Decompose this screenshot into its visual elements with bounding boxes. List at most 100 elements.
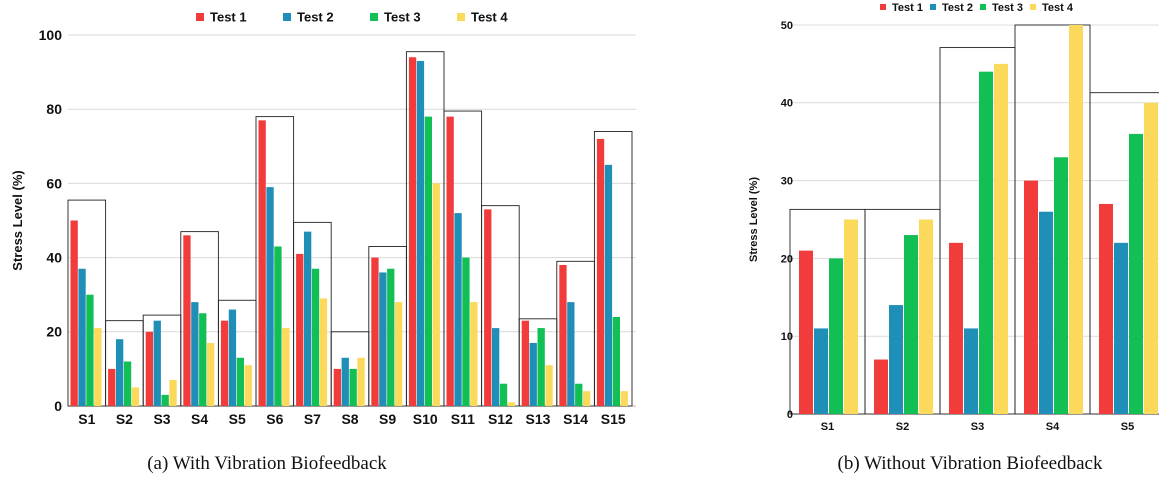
bar-test-2 (304, 231, 312, 406)
x-tick-label: S7 (304, 411, 321, 427)
bar-test-4 (994, 63, 1008, 415)
x-tick-label: S3 (153, 411, 170, 427)
bar-test-2 (1039, 211, 1053, 414)
bar-test-3 (612, 316, 620, 406)
bar-test-1 (874, 359, 888, 414)
legend-swatch (1030, 4, 1036, 10)
bar-test-1 (371, 257, 379, 406)
bar-test-3 (86, 294, 94, 406)
bar-test-2 (492, 328, 500, 406)
bar-test-1 (108, 368, 116, 406)
bar-test-2 (78, 268, 86, 406)
x-tick-label: S3 (971, 421, 984, 433)
bar-test-2 (889, 305, 903, 414)
bar-test-4 (470, 302, 478, 406)
bar-test-2 (341, 357, 349, 406)
bar-test-2 (191, 302, 199, 406)
bar-test-2 (266, 187, 274, 406)
y-tick-label: 10 (781, 331, 793, 343)
bar-test-1 (183, 235, 191, 406)
bar-test-3 (979, 71, 993, 415)
y-tick-label: 40 (46, 250, 62, 266)
y-tick-label: 50 (781, 20, 793, 32)
bar-test-1 (596, 138, 605, 406)
bar-test-3 (161, 394, 169, 406)
bar-test-3 (424, 116, 432, 407)
y-tick-label: 100 (39, 27, 63, 43)
bar-test-3 (462, 257, 470, 406)
bar-test-3 (1054, 157, 1068, 414)
bar-test-4 (169, 380, 177, 406)
y-tick-label: 20 (46, 324, 62, 340)
bar-test-4 (207, 342, 215, 406)
x-tick-label: S6 (266, 411, 283, 427)
bar-test-2 (529, 342, 537, 406)
y-tick-label: 20 (781, 253, 793, 265)
bar-test-1 (296, 253, 304, 406)
x-tick-label: S1 (78, 411, 95, 427)
x-tick-label: S11 (451, 411, 475, 427)
bar-test-4 (844, 219, 858, 414)
bar-test-1 (799, 250, 813, 414)
y-tick-label: 80 (46, 101, 62, 117)
legend-swatch (283, 13, 291, 21)
y-tick-label: 60 (46, 175, 62, 191)
y-axis-label: Stress Level (%) (10, 170, 25, 270)
bar-test-4 (432, 183, 440, 406)
bar-test-1 (220, 320, 229, 406)
figure-caption: (a) With Vibration Biofeedback (147, 453, 387, 474)
x-tick-label: S5 (1121, 421, 1134, 433)
x-tick-label: S2 (116, 411, 133, 427)
legend-swatch (880, 4, 886, 10)
x-tick-label: S10 (413, 411, 438, 427)
bar-test-3 (199, 313, 207, 406)
legend-label: Test 2 (942, 2, 973, 14)
bar-test-1 (145, 331, 153, 406)
bar-test-2 (416, 60, 425, 406)
x-tick-label: S5 (229, 411, 246, 427)
bar-test-1 (258, 120, 266, 406)
bar-test-4 (1144, 102, 1158, 415)
y-tick-label: 40 (781, 98, 793, 110)
legend-label: Test 2 (297, 10, 334, 25)
bar-test-3 (123, 361, 132, 406)
bar-test-2 (1114, 242, 1128, 414)
y-tick-label: 30 (781, 175, 793, 187)
bar-test-4 (94, 328, 102, 406)
bar-test-3 (499, 383, 508, 406)
x-tick-label: S8 (341, 411, 358, 427)
bar-test-4 (131, 387, 140, 406)
x-tick-label: S9 (379, 411, 396, 427)
chart-with-biofeedback: 0 20 40 60 80 100 Stress Level (%) S1 S2 S3 S4 S5 S6… (10, 10, 636, 474)
bar-test-1 (446, 116, 454, 407)
bar-test-1 (1099, 203, 1113, 414)
bar-test-1 (1024, 180, 1038, 414)
bar-test-2 (567, 302, 575, 406)
legend-swatch (370, 13, 378, 21)
bar-test-3 (829, 258, 843, 414)
bar-test-3 (575, 383, 583, 406)
legend-label: Test 3 (384, 10, 421, 25)
legend-label: Test 3 (992, 2, 1023, 14)
bar-test-2 (964, 328, 978, 414)
x-tick-label: S15 (601, 411, 626, 427)
figure-caption: (b) Without Vibration Biofeedback (838, 453, 1103, 474)
bar-test-4 (583, 391, 591, 406)
bar-test-4 (319, 298, 328, 406)
bar-test-2 (116, 339, 124, 406)
chart-without-biofeedback: 0 10 20 30 40 50 Stress Level (%) S1 S2 S3 S4 S5 Tes… (748, 2, 1159, 474)
legend-swatch (930, 4, 936, 10)
y-tick-label: 0 (54, 398, 62, 414)
bar-test-3 (1129, 133, 1143, 415)
y-tick-label: 0 (787, 409, 793, 421)
x-tick-label: S2 (896, 421, 909, 433)
x-tick-label: S4 (191, 411, 208, 427)
bar-test-4 (395, 302, 403, 406)
legend-swatch (196, 13, 204, 21)
x-tick-label: S1 (821, 421, 834, 433)
legend-label: Test 1 (892, 2, 923, 14)
bar-test-1 (521, 320, 529, 406)
x-tick-label: S12 (488, 411, 513, 427)
bar-test-1 (70, 220, 78, 406)
